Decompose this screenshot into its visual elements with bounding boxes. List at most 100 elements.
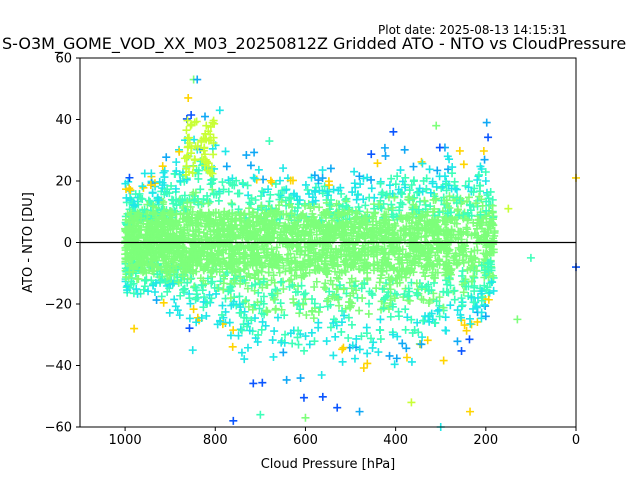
data-point	[407, 398, 416, 407]
data-point	[167, 181, 176, 190]
data-point	[202, 311, 211, 320]
data-point	[363, 349, 372, 358]
data-point	[140, 266, 149, 275]
data-point	[485, 220, 494, 229]
data-point	[425, 218, 434, 227]
data-point	[308, 209, 317, 218]
data-point	[133, 208, 142, 217]
data-point	[400, 290, 409, 299]
data-point	[395, 278, 404, 287]
data-point	[315, 203, 324, 212]
data-point	[249, 244, 258, 253]
data-point	[266, 176, 275, 185]
data-point	[344, 333, 353, 342]
data-point	[418, 333, 427, 342]
data-point	[301, 180, 310, 189]
data-point	[140, 205, 149, 214]
data-point	[253, 231, 262, 240]
data-point	[488, 195, 497, 204]
data-point	[326, 253, 335, 262]
data-point	[413, 318, 422, 327]
data-point	[344, 298, 353, 307]
data-point	[229, 249, 238, 258]
data-point	[339, 343, 348, 352]
data-point	[482, 118, 491, 127]
data-point	[172, 196, 181, 205]
data-point	[165, 218, 174, 227]
data-point	[261, 321, 270, 330]
data-point	[191, 156, 200, 165]
data-point	[333, 262, 342, 271]
data-point	[215, 106, 224, 115]
data-point	[413, 188, 422, 197]
data-point	[464, 193, 473, 202]
data-point	[194, 169, 203, 178]
data-point	[218, 239, 227, 248]
data-point	[221, 147, 230, 156]
data-point	[374, 348, 383, 357]
data-point	[277, 338, 286, 347]
data-point	[459, 288, 468, 297]
data-point	[153, 270, 162, 279]
data-point	[201, 112, 210, 121]
data-point	[421, 272, 430, 281]
data-point	[374, 242, 383, 251]
data-point	[200, 161, 209, 170]
data-point	[320, 230, 329, 239]
data-point	[428, 268, 437, 277]
data-point	[350, 167, 359, 176]
data-point	[259, 277, 268, 286]
data-point	[272, 243, 281, 252]
data-point	[470, 283, 479, 292]
data-point	[134, 246, 143, 255]
data-point	[361, 248, 370, 257]
data-point	[194, 234, 203, 243]
data-point	[482, 285, 491, 294]
data-point	[184, 167, 193, 176]
data-point	[367, 184, 376, 193]
data-point	[288, 339, 297, 348]
data-point	[279, 348, 288, 357]
data-point	[277, 198, 286, 207]
data-point	[356, 256, 365, 265]
data-point	[172, 158, 181, 167]
data-point	[398, 265, 407, 274]
data-point	[273, 289, 282, 298]
data-point	[267, 245, 276, 254]
data-point	[386, 285, 395, 294]
data-point	[318, 245, 327, 254]
data-point	[336, 220, 345, 229]
data-point	[377, 271, 386, 280]
data-point	[129, 289, 138, 298]
data-point	[190, 196, 199, 205]
data-point	[464, 183, 473, 192]
data-point	[193, 75, 202, 84]
data-point	[253, 254, 262, 263]
data-point	[318, 166, 327, 175]
data-point	[489, 286, 498, 295]
data-point	[209, 150, 218, 159]
data-point	[250, 270, 259, 279]
data-point	[295, 214, 304, 223]
data-point	[476, 162, 485, 171]
data-point	[301, 201, 310, 210]
data-point	[381, 233, 390, 242]
data-point	[305, 340, 314, 349]
data-point	[160, 190, 169, 199]
data-point	[392, 354, 401, 363]
data-point	[202, 121, 211, 130]
data-point	[396, 166, 405, 175]
data-point	[307, 258, 316, 267]
data-point	[391, 221, 400, 230]
data-point	[184, 93, 193, 102]
data-point	[465, 200, 474, 209]
data-point	[201, 235, 210, 244]
data-point	[161, 254, 170, 263]
data-point	[352, 286, 361, 295]
data-point	[320, 283, 329, 292]
data-point	[305, 268, 314, 277]
data-point	[467, 247, 476, 256]
x-tick-label: 800	[203, 433, 228, 448]
data-point	[245, 326, 254, 335]
data-point	[426, 248, 435, 257]
